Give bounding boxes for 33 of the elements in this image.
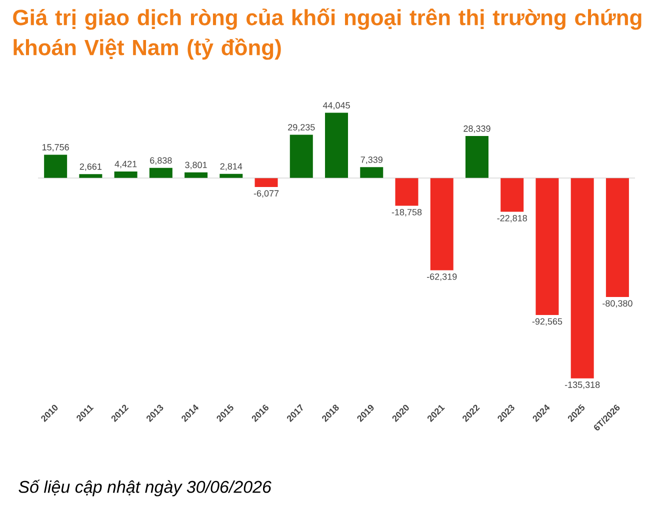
data-label: -62,319 — [427, 273, 457, 281]
data-label: -18,758 — [392, 208, 422, 216]
data-label: 28,339 — [464, 125, 490, 133]
data-label: -135,318 — [564, 382, 600, 389]
data-label: -92,565 — [532, 318, 562, 326]
chart-title: Giá trị giao dịch ròng của khối ngoại trên thị trường chứng khoán Việt Nam (tỷ đồng) — [13, 8, 642, 60]
data-label: -80,380 — [602, 300, 632, 308]
data-label: 3,801 — [185, 162, 207, 170]
bar — [606, 178, 629, 298]
data-label: -6,077 — [254, 190, 279, 198]
bar — [465, 136, 488, 178]
data-label: 2,661 — [80, 163, 102, 171]
data-label: 7,339 — [360, 156, 382, 164]
bar — [360, 167, 384, 178]
bar — [395, 178, 418, 206]
text: Số liệu cập nhật ngày 30/06/2026 — [18, 480, 272, 496]
bar — [290, 134, 313, 178]
bar — [570, 178, 594, 378]
data-label: -22,818 — [497, 215, 527, 222]
bar — [44, 154, 68, 178]
bar — [536, 178, 559, 316]
bar — [500, 178, 524, 212]
data-label: 2,814 — [220, 163, 242, 171]
bar — [114, 171, 138, 178]
data-label: 15,756 — [42, 144, 69, 152]
data-label: 29,235 — [288, 124, 315, 132]
bar — [254, 178, 278, 188]
data-label: 6,838 — [150, 157, 172, 165]
data-label: 4,421 — [114, 160, 137, 168]
bar — [325, 112, 348, 178]
data-label: 44,045 — [322, 102, 350, 110]
bar — [149, 168, 172, 178]
bar — [430, 178, 454, 270]
